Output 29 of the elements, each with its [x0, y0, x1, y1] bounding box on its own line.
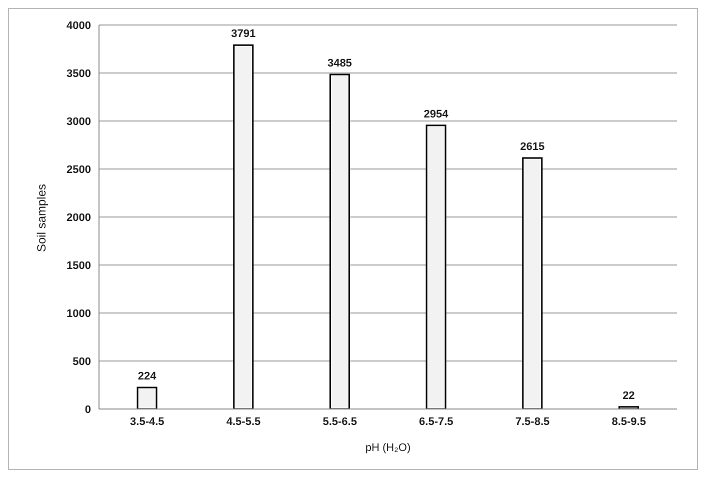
bar — [329, 74, 350, 409]
data-label: 2615 — [520, 140, 545, 153]
bar — [136, 386, 158, 409]
bar — [618, 406, 639, 409]
data-label: 3485 — [327, 57, 352, 70]
x-tick-label: 7.5-8.5 — [515, 416, 550, 428]
y-axis-title: Soil samples — [34, 184, 48, 252]
bar — [233, 44, 254, 409]
data-label: 2954 — [424, 108, 450, 120]
x-axis-title: pH (H₂O) — [365, 442, 411, 454]
x-tick-label: 8.5-9.5 — [612, 416, 646, 428]
y-tick-label: 4000 — [66, 20, 91, 32]
y-tick-label: 1500 — [66, 260, 91, 272]
x-tick-label: 5.5-6.5 — [322, 416, 357, 428]
bar — [522, 157, 543, 409]
y-tick-label: 2000 — [66, 212, 91, 224]
y-tick-label: 3000 — [66, 116, 91, 128]
x-tick-label: 4.5-5.5 — [226, 416, 261, 428]
data-label: 22 — [622, 390, 635, 402]
y-tick-label: 3500 — [66, 68, 91, 80]
data-label: 3791 — [231, 28, 256, 40]
x-tick-label: 6.5-7.5 — [419, 416, 454, 428]
bar — [426, 124, 446, 409]
y-tick-label: 1000 — [66, 308, 91, 320]
data-label: 224 — [138, 370, 158, 382]
y-tick-label: 500 — [72, 356, 91, 368]
y-tick-label: 2500 — [66, 164, 91, 176]
y-tick-label: 0 — [84, 404, 91, 416]
x-tick-label: 3.5-4.5 — [130, 416, 164, 428]
